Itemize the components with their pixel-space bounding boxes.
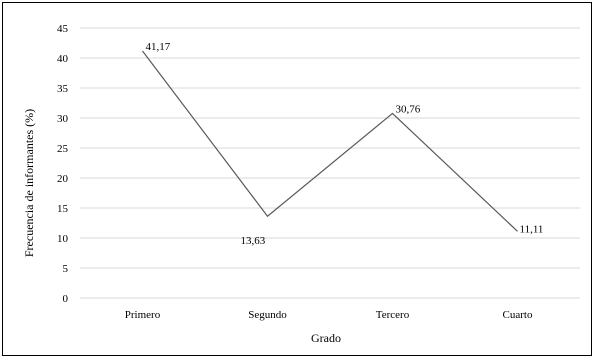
x-axis-ticks: Primero Segundo Tercero Cuarto: [125, 309, 533, 321]
y-tick-label: 30: [57, 113, 69, 125]
gridlines: [80, 27, 580, 299]
y-tick-label: 5: [63, 263, 69, 275]
series-line: [142, 50, 518, 232]
series: [142, 50, 518, 232]
y-axis-title: Frecuencia de informantes (%): [22, 109, 36, 257]
chart-frame: [2, 2, 592, 356]
y-tick-label: 40: [57, 53, 69, 65]
data-labels: 41,17 13,63 30,76 11,11: [146, 41, 544, 247]
y-axis-ticks: 0 5 10 15 20 25 30 35 40 45: [57, 23, 69, 305]
data-label: 30,76: [396, 103, 421, 115]
y-tick-label: 15: [57, 203, 69, 215]
y-tick-label: 20: [57, 173, 69, 185]
data-label: 11,11: [520, 223, 544, 235]
y-tick-label: 45: [57, 23, 69, 35]
y-tick-label: 35: [57, 83, 69, 95]
x-axis-title: Grado: [311, 331, 341, 345]
x-tick-label: Segundo: [248, 309, 287, 321]
x-tick-label: Tercero: [376, 309, 410, 321]
y-tick-label: 10: [57, 233, 69, 245]
data-label: 41,17: [146, 41, 171, 53]
data-label: 13,63: [241, 235, 266, 247]
x-tick-label: Primero: [125, 309, 161, 321]
y-tick-label: 25: [57, 143, 69, 155]
x-tick-label: Cuarto: [503, 309, 533, 321]
y-tick-label: 0: [63, 293, 69, 305]
